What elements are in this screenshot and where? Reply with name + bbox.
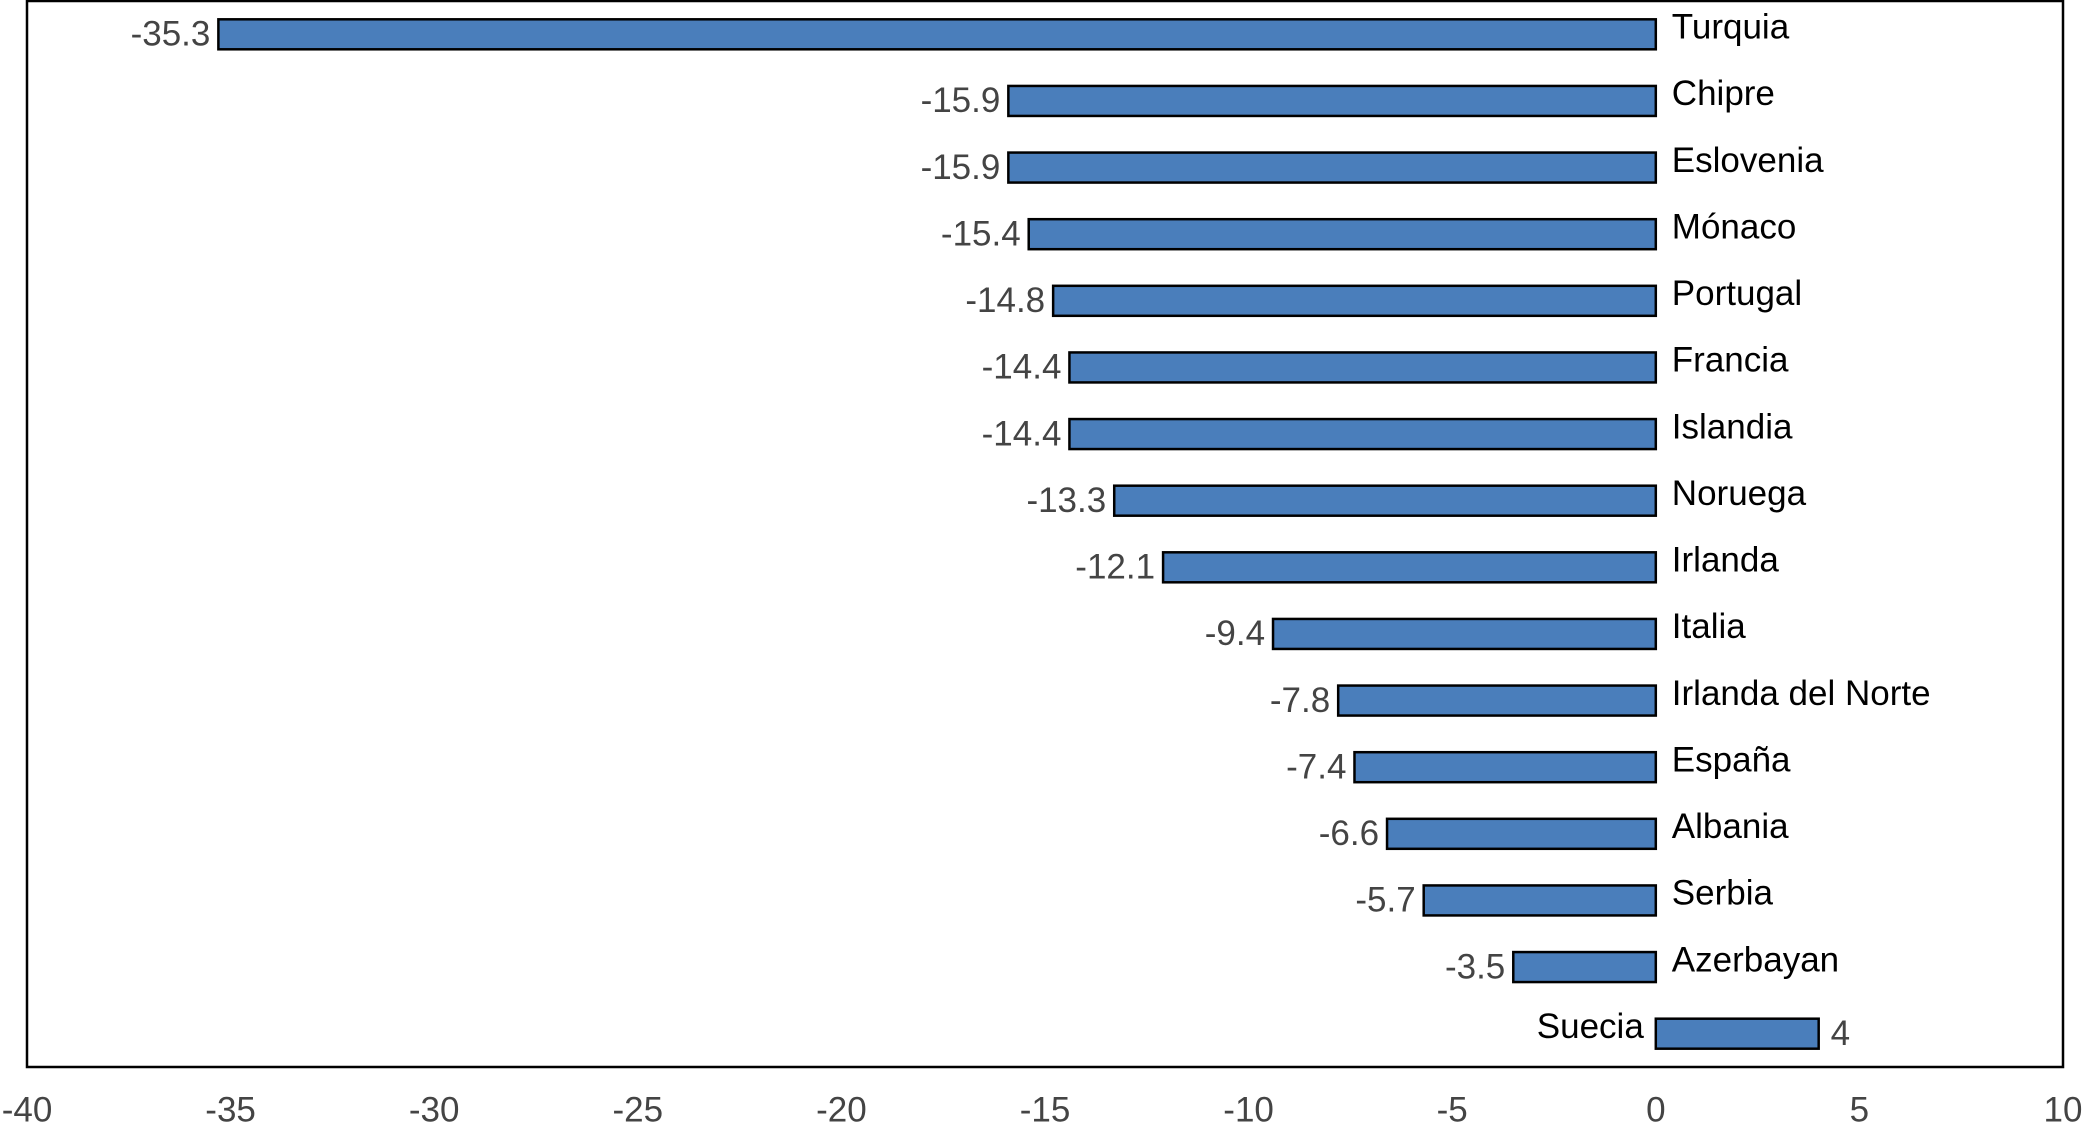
bar <box>1654 1017 1820 1050</box>
value-label: 4 <box>1831 1014 1850 1053</box>
bar <box>1068 417 1658 451</box>
bar <box>1051 284 1658 318</box>
bar <box>1336 684 1658 717</box>
bar <box>1422 884 1658 917</box>
value-label: -15.9 <box>921 81 1001 120</box>
category-label: España <box>1672 740 1791 779</box>
value-label: -3.5 <box>1445 947 1505 986</box>
category-label: Italia <box>1672 607 1746 646</box>
x-tick-label: -10 <box>1223 1090 1274 1129</box>
bar <box>1007 84 1658 118</box>
value-label: -14.4 <box>982 348 1062 387</box>
value-label: -15.9 <box>921 148 1001 187</box>
x-tick-label: -25 <box>613 1090 664 1129</box>
bar <box>1007 151 1658 184</box>
x-tick-label: -30 <box>409 1090 460 1129</box>
value-label: -12.1 <box>1075 548 1155 587</box>
category-label: Azerbayan <box>1672 940 1839 979</box>
bar <box>1353 750 1658 784</box>
value-label: -14.4 <box>982 414 1062 453</box>
category-label: Islandia <box>1672 407 1793 446</box>
value-label: -7.8 <box>1270 681 1330 720</box>
value-label: -13.3 <box>1026 481 1106 520</box>
x-tick-label: 10 <box>2044 1090 2083 1129</box>
bar <box>1068 351 1658 384</box>
category-label: Noruega <box>1672 474 1807 513</box>
x-tick-label: 0 <box>1646 1090 1665 1129</box>
value-label: -9.4 <box>1205 614 1265 653</box>
value-label: -15.4 <box>941 214 1021 253</box>
bar <box>1385 817 1658 851</box>
category-label: Portugal <box>1672 274 1802 313</box>
x-tick-label: -20 <box>816 1090 867 1129</box>
x-tick-label: -15 <box>1020 1090 1071 1129</box>
category-label: Eslovenia <box>1672 141 1824 180</box>
value-label: -14.8 <box>965 281 1045 320</box>
bar <box>1112 484 1658 517</box>
bar <box>1027 217 1658 251</box>
category-label: Irlanda del Norte <box>1672 674 1931 713</box>
category-label: Francia <box>1672 341 1789 380</box>
category-label: Irlanda <box>1672 541 1780 580</box>
bar <box>1271 617 1658 651</box>
x-tick-label: -35 <box>205 1090 256 1129</box>
bar <box>217 18 1658 51</box>
category-label: Turquia <box>1672 8 1790 47</box>
category-label: Chipre <box>1672 74 1775 113</box>
category-label: Mónaco <box>1672 207 1797 246</box>
bar <box>1512 950 1658 984</box>
category-label: Serbia <box>1672 874 1774 913</box>
value-label: -7.4 <box>1286 747 1346 786</box>
category-label: Suecia <box>1537 1007 1645 1046</box>
bar <box>1161 551 1658 584</box>
value-label: -6.6 <box>1319 814 1379 853</box>
value-label: -5.7 <box>1355 881 1415 920</box>
category-label: Albania <box>1672 807 1789 846</box>
x-tick-label: -40 <box>2 1090 53 1129</box>
x-tick-label: 5 <box>1850 1090 1869 1129</box>
x-tick-label: -5 <box>1437 1090 1468 1129</box>
value-label: -35.3 <box>131 15 211 54</box>
